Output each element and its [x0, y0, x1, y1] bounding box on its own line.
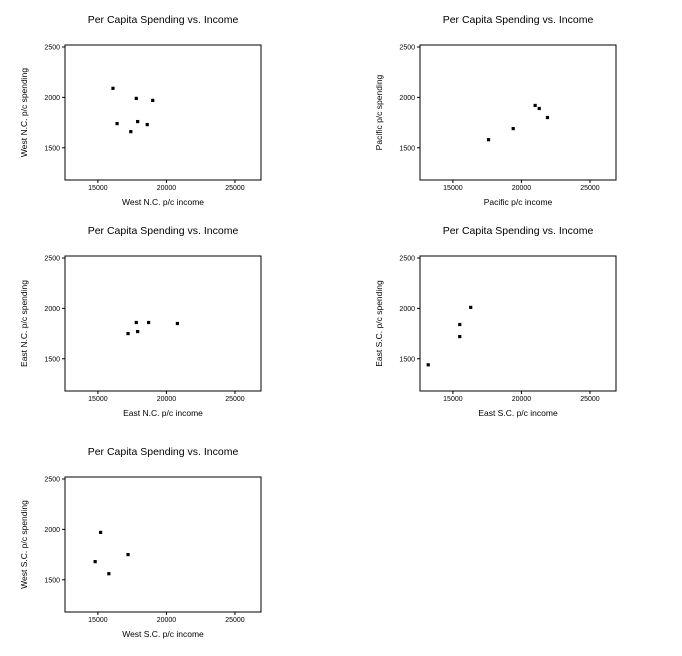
y-tick-label: 2500	[399, 256, 415, 263]
data-point	[115, 121, 119, 126]
data-point	[107, 572, 111, 576]
y-tick-label: 2000	[44, 527, 60, 534]
y-tick-label: 1500	[399, 356, 415, 363]
chart-title: Per Capita Spending vs. Income	[88, 14, 239, 26]
y-tick-label: 2000	[399, 95, 415, 102]
data-point	[134, 96, 138, 100]
data-point	[458, 334, 462, 339]
data-point	[533, 103, 537, 108]
y-axis-label: West N.C. p/c spending	[19, 68, 29, 157]
x-tick-label: 25000	[580, 396, 600, 403]
x-tick-label: 15000	[88, 396, 108, 403]
plot-frame	[419, 255, 617, 392]
y-tick-label: 2500	[44, 477, 60, 484]
data-point	[129, 130, 133, 134]
x-tick-label: 25000	[580, 185, 600, 192]
data-point	[151, 98, 155, 103]
scatter-panel: Per Capita Spending vs. Income 15000 20000…	[374, 14, 617, 207]
y-axis-label: West S.C. p/c spending	[19, 500, 29, 589]
data-point	[175, 321, 179, 326]
y-axis-label: Pacific p/c spending	[374, 74, 384, 150]
data-point	[136, 119, 140, 124]
x-tick-label: 20000	[157, 396, 177, 403]
scatter-panel: Per Capita Spending vs. Income 15000 20000…	[374, 225, 617, 418]
chart-title: Per Capita Spending vs. Income	[88, 446, 239, 458]
y-axis-label: East N.C. p/c spending	[19, 280, 29, 367]
y-tick-label: 1500	[44, 577, 60, 584]
y-tick-label: 2500	[44, 45, 60, 52]
plot-frame	[64, 476, 262, 613]
data-point	[486, 138, 491, 142]
data-point	[545, 115, 550, 120]
x-tick-label: 15000	[443, 396, 463, 403]
data-point	[469, 305, 473, 309]
x-axis-label: East N.C. p/c income	[123, 408, 203, 418]
x-tick-label: 15000	[88, 185, 108, 192]
data-point	[134, 320, 138, 325]
scatter-panel: Per Capita Spending vs. Income 15000 20000…	[19, 446, 262, 639]
data-point	[99, 530, 103, 535]
x-tick-label: 25000	[225, 396, 245, 403]
data-point	[126, 552, 130, 557]
data-point	[537, 106, 541, 111]
x-tick-label: 20000	[157, 617, 177, 624]
y-tick-label: 2000	[399, 306, 415, 313]
data-point	[126, 331, 130, 336]
x-tick-label: 25000	[225, 617, 245, 624]
chart-title: Per Capita Spending vs. Income	[443, 225, 594, 237]
scatter-panel: Per Capita Spending vs. Income 15000 20000…	[19, 225, 262, 418]
data-point	[458, 322, 462, 327]
data-point	[147, 320, 151, 325]
data-point	[426, 363, 430, 367]
scatter-panel: Per Capita Spending vs. Income 15000 20000…	[19, 14, 262, 207]
x-tick-label: 25000	[225, 185, 245, 192]
x-axis-label: West S.C. p/c income	[122, 629, 204, 639]
x-axis-label: West N.C. p/c income	[122, 197, 204, 207]
x-axis-label: East S.C. p/c income	[478, 408, 558, 418]
data-point	[111, 86, 115, 90]
y-tick-label: 2000	[44, 95, 60, 102]
x-axis-label: Pacific p/c income	[484, 197, 553, 207]
y-tick-label: 2500	[44, 256, 60, 263]
plot-frame	[64, 255, 262, 392]
x-tick-label: 20000	[512, 185, 532, 192]
y-axis-label: East S.C. p/c spending	[374, 280, 384, 367]
data-point	[93, 560, 97, 564]
x-tick-label: 20000	[157, 185, 177, 192]
data-point	[145, 122, 149, 127]
x-tick-label: 20000	[512, 396, 532, 403]
x-tick-label: 15000	[88, 617, 108, 624]
y-tick-label: 2000	[44, 306, 60, 313]
data-point	[136, 329, 140, 334]
chart-title: Per Capita Spending vs. Income	[443, 14, 594, 26]
plot-frame	[64, 44, 262, 181]
x-tick-label: 15000	[443, 185, 463, 192]
data-point	[511, 127, 515, 131]
y-tick-label: 1500	[44, 145, 60, 152]
plot-frame	[419, 44, 617, 181]
y-tick-label: 1500	[399, 145, 415, 152]
chart-title: Per Capita Spending vs. Income	[88, 225, 239, 237]
y-tick-label: 1500	[44, 356, 60, 363]
y-tick-label: 2500	[399, 45, 415, 52]
